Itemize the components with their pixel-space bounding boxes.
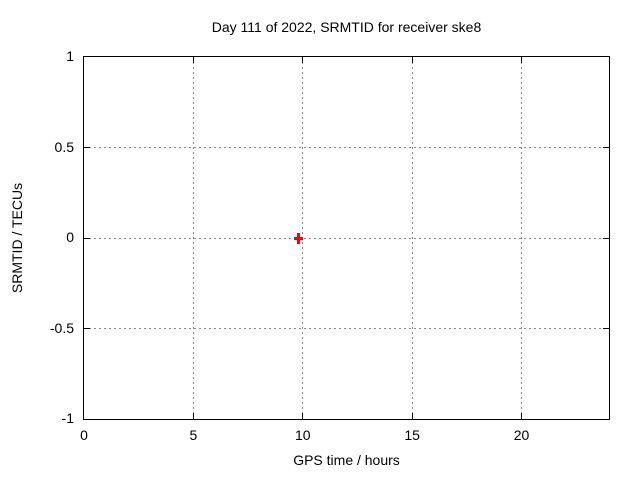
y-tick-label: -0.5	[49, 319, 74, 336]
x-tick-label: 15	[404, 427, 420, 443]
data-point-marker	[293, 236, 303, 240]
y-tick-left	[84, 147, 90, 148]
y-tick-left	[84, 328, 90, 329]
gridline-horizontal	[84, 237, 609, 239]
x-tick-bottom	[521, 413, 522, 419]
x-tick-bottom	[411, 413, 413, 419]
y-tick-right	[603, 147, 609, 148]
gridline-horizontal	[84, 147, 609, 148]
x-tick-label: 20	[513, 427, 530, 443]
y-tick-right	[603, 328, 609, 329]
y-tick-label: -1	[61, 410, 74, 426]
plot-area	[83, 56, 610, 420]
x-tick-top	[302, 57, 304, 63]
y-tick-right	[603, 237, 609, 239]
y-tick-left	[84, 237, 90, 239]
x-tick-top	[521, 57, 522, 63]
y-tick-label: 0	[66, 229, 74, 245]
chart-title: Day 111 of 2022, SRMTID for receiver ske…	[211, 19, 482, 35]
gridline-horizontal	[84, 328, 609, 329]
x-tick-label: 5	[189, 427, 198, 443]
x-tick-label: 0	[80, 427, 88, 443]
y-tick-label: 0.5	[54, 138, 74, 155]
x-axis-label: GPS time / hours	[293, 452, 400, 468]
x-tick-bottom	[192, 413, 194, 419]
x-tick-top	[192, 57, 194, 63]
x-tick-bottom	[302, 413, 304, 419]
x-tick-label: 10	[294, 427, 311, 443]
y-tick-label: 1	[66, 48, 74, 64]
x-tick-top	[411, 57, 413, 63]
